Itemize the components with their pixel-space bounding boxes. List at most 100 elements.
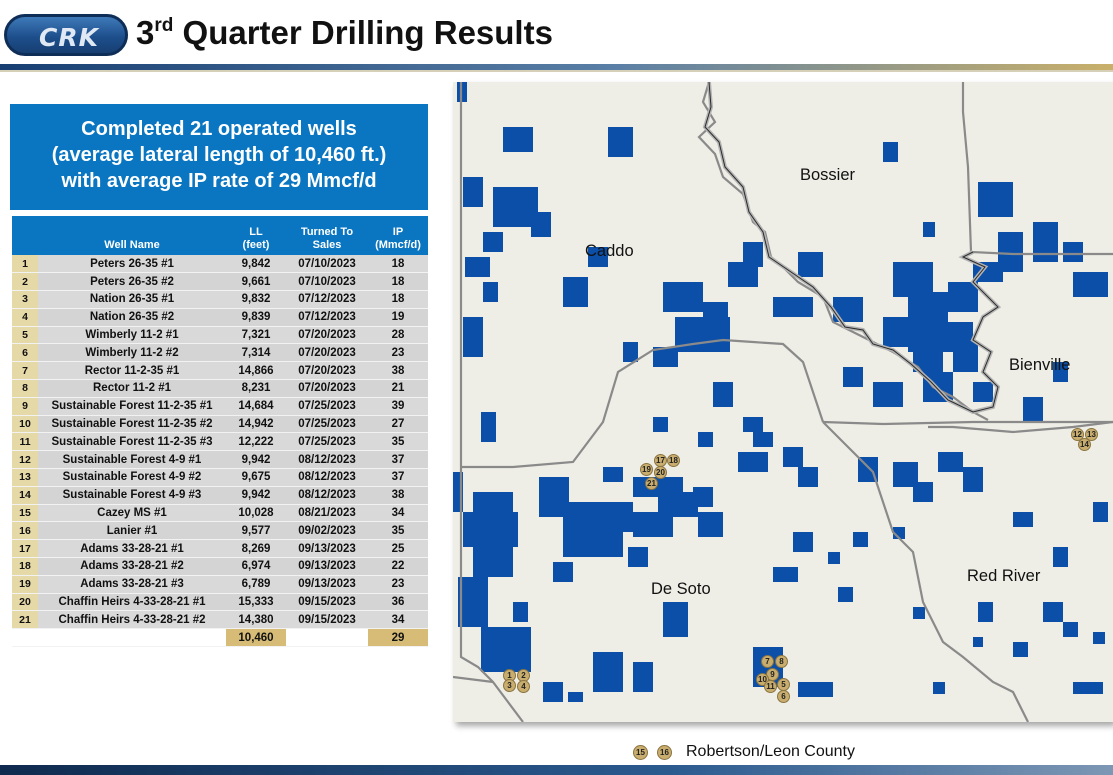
table-row: 19 Adams 33-28-21 #3 6,789 09/13/2023 23 [12, 575, 428, 594]
turned-to-sales-cell: 07/10/2023 [286, 272, 368, 292]
acreage-block [1063, 622, 1078, 637]
ip-rate-cell: 23 [368, 343, 428, 363]
ip-rate-cell: 19 [368, 308, 428, 327]
ip-rate-cell: 18 [368, 272, 428, 292]
acreage-block [608, 127, 633, 157]
well-name-cell: Adams 33-28-21 #3 [38, 575, 226, 594]
well-badge: 14 [1078, 438, 1091, 451]
acreage-block [853, 532, 868, 547]
ip-rate-cell: 18 [368, 290, 428, 309]
acreage-block [633, 662, 653, 692]
well-name-cell: Chaffin Heirs 4-33-28-21 #1 [38, 593, 226, 612]
well-name-cell: Cazey MS #1 [38, 504, 226, 523]
well-name-cell: Sustainable Forest 4-9 #2 [38, 468, 226, 487]
table-row: 10 Sustainable Forest 11-2-35 #2 14,942 07/… [12, 415, 428, 434]
well-badge: 13 [1085, 428, 1098, 441]
drilling-results-table: Well Name LL (feet) Turned To Sales IP (Mmc… [12, 216, 428, 648]
turned-to-sales-cell: 07/12/2023 [286, 290, 368, 309]
acreage-block [483, 282, 498, 302]
turned-to-sales-cell: 07/10/2023 [286, 255, 368, 274]
acreage-block [838, 587, 853, 602]
acreage-block [1073, 682, 1103, 694]
totals-spacer [12, 628, 38, 648]
well-name-cell: Adams 33-28-21 #1 [38, 539, 226, 559]
well-badge: 21 [645, 477, 658, 490]
row-number: 11 [12, 432, 38, 452]
ip-rate-cell: 27 [368, 415, 428, 434]
callout-line-1: Completed 21 operated wells [81, 118, 357, 140]
turned-to-sales-cell: 09/15/2023 [286, 610, 368, 630]
acreage-block [593, 652, 623, 692]
well-badge: 3 [503, 679, 516, 692]
table-row: 7 Rector 11-2-35 #1 14,866 07/20/2023 38 [12, 361, 428, 381]
acreage-block [481, 627, 531, 672]
row-number: 19 [12, 575, 38, 594]
title-ordinal: 3 [136, 14, 155, 51]
acreage-block [743, 242, 763, 267]
lateral-length-cell: 10,028 [226, 504, 286, 523]
lateral-length-cell: 12,222 [226, 432, 286, 452]
table-row: 14 Sustainable Forest 4-9 #3 9,942 08/12/20… [12, 486, 428, 505]
boundary-caddo-desoto [461, 338, 825, 469]
well-name-cell: Adams 33-28-21 #2 [38, 557, 226, 576]
row-number: 8 [12, 379, 38, 398]
turned-to-sales-cell: 08/21/2023 [286, 504, 368, 523]
acreage-block [1093, 272, 1108, 297]
acreage-block [1063, 242, 1083, 262]
row-number: 21 [12, 610, 38, 630]
lateral-length-cell: 14,684 [226, 397, 286, 416]
turned-to-sales-cell: 07/25/2023 [286, 397, 368, 416]
table-row: 16 Lanier #1 9,577 09/02/2023 35 [12, 521, 428, 541]
acreage-block [493, 187, 538, 227]
table-row: 15 Cazey MS #1 10,028 08/21/2023 34 [12, 504, 428, 523]
row-number: 20 [12, 593, 38, 612]
acreage-block [798, 682, 833, 697]
well-name-cell: Sustainable Forest 4-9 #1 [38, 450, 226, 470]
acreage-block [675, 317, 730, 352]
acreage-block [973, 637, 983, 647]
ip-rate-cell: 36 [368, 593, 428, 612]
acreage-block [753, 432, 773, 447]
acreage-block [773, 567, 798, 582]
table-row: 3 Nation 26-35 #1 9,832 07/12/2023 18 [12, 290, 428, 309]
acreage-block [828, 552, 840, 564]
well-name-cell: Lanier #1 [38, 521, 226, 541]
acreage-map: Bossier Caddo Bienville De Soto Red Rive… [453, 82, 1113, 722]
acreage-block [773, 297, 813, 317]
acreage-block [653, 347, 678, 367]
acreage-block [1053, 362, 1068, 382]
row-number: 13 [12, 468, 38, 487]
lateral-length-cell: 9,661 [226, 272, 286, 292]
turned-to-sales-cell: 09/13/2023 [286, 539, 368, 559]
acreage-block [1053, 547, 1068, 567]
acreage-block [913, 482, 933, 502]
totals-spacer [286, 628, 368, 648]
row-number: 4 [12, 308, 38, 327]
row-number: 3 [12, 290, 38, 309]
lateral-length-cell: 8,269 [226, 539, 286, 559]
legend-badge-16: 16 [657, 745, 672, 760]
lateral-length-cell: 9,832 [226, 290, 286, 309]
logo-text: CRK [39, 23, 99, 52]
header-ll: LL (feet) [226, 216, 286, 255]
well-name-cell: Peters 26-35 #1 [38, 255, 226, 274]
turned-to-sales-cell: 08/12/2023 [286, 450, 368, 470]
table-row: 5 Wimberly 11-2 #1 7,321 07/20/2023 28 [12, 326, 428, 345]
county-label-bossier: Bossier [800, 166, 856, 184]
lateral-length-cell: 9,842 [226, 255, 286, 274]
turned-to-sales-cell: 09/02/2023 [286, 521, 368, 541]
acreage-block [1033, 222, 1058, 262]
header-divider-accent [0, 70, 1113, 72]
boundary-desoto-south [453, 675, 494, 684]
boundary-bossier-bienville [822, 420, 1113, 426]
turned-to-sales-cell: 09/13/2023 [286, 557, 368, 576]
ip-rate-cell: 35 [368, 521, 428, 541]
acreage-block [948, 282, 978, 312]
header-turned-to-sales: Turned To Sales [286, 216, 368, 255]
well-badge: 20 [654, 466, 667, 479]
ip-rate-cell: 23 [368, 575, 428, 594]
turned-to-sales-cell: 07/20/2023 [286, 326, 368, 345]
acreage-block [1093, 502, 1108, 522]
row-number: 10 [12, 415, 38, 434]
acreage-block [698, 432, 713, 447]
